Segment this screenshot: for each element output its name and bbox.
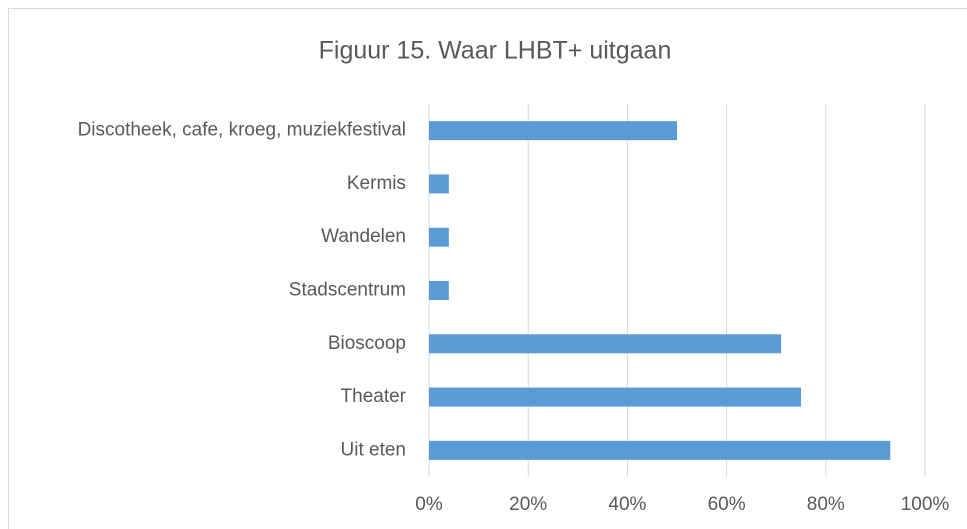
y-tick-label: Stadscentrum [289, 280, 406, 301]
bar [429, 281, 449, 300]
y-tick-label: Uit eten [341, 439, 406, 460]
y-tick-label: Wandelen [321, 226, 406, 247]
x-tick-label: 40% [608, 494, 646, 515]
y-tick-label: Bioscoop [328, 333, 406, 354]
bar [429, 334, 782, 354]
bar [429, 440, 891, 460]
x-tick-label: 100% [901, 494, 950, 515]
x-tick-label: 80% [807, 494, 845, 515]
bar [429, 387, 801, 407]
x-tick-label: 20% [509, 494, 547, 515]
x-tick-label: 0% [415, 494, 443, 515]
y-tick-label: Theater [341, 386, 407, 407]
chart-title: Figuur 15. Waar LHBT+ uitgaan [319, 37, 672, 65]
bar [429, 227, 449, 247]
bar [429, 121, 677, 141]
y-tick-label: Discotheek, cafe, kroeg, muziekfestival [78, 120, 406, 141]
bar [429, 174, 449, 194]
y-tick-label: Kermis [347, 173, 406, 194]
x-tick-label: 60% [708, 494, 746, 515]
